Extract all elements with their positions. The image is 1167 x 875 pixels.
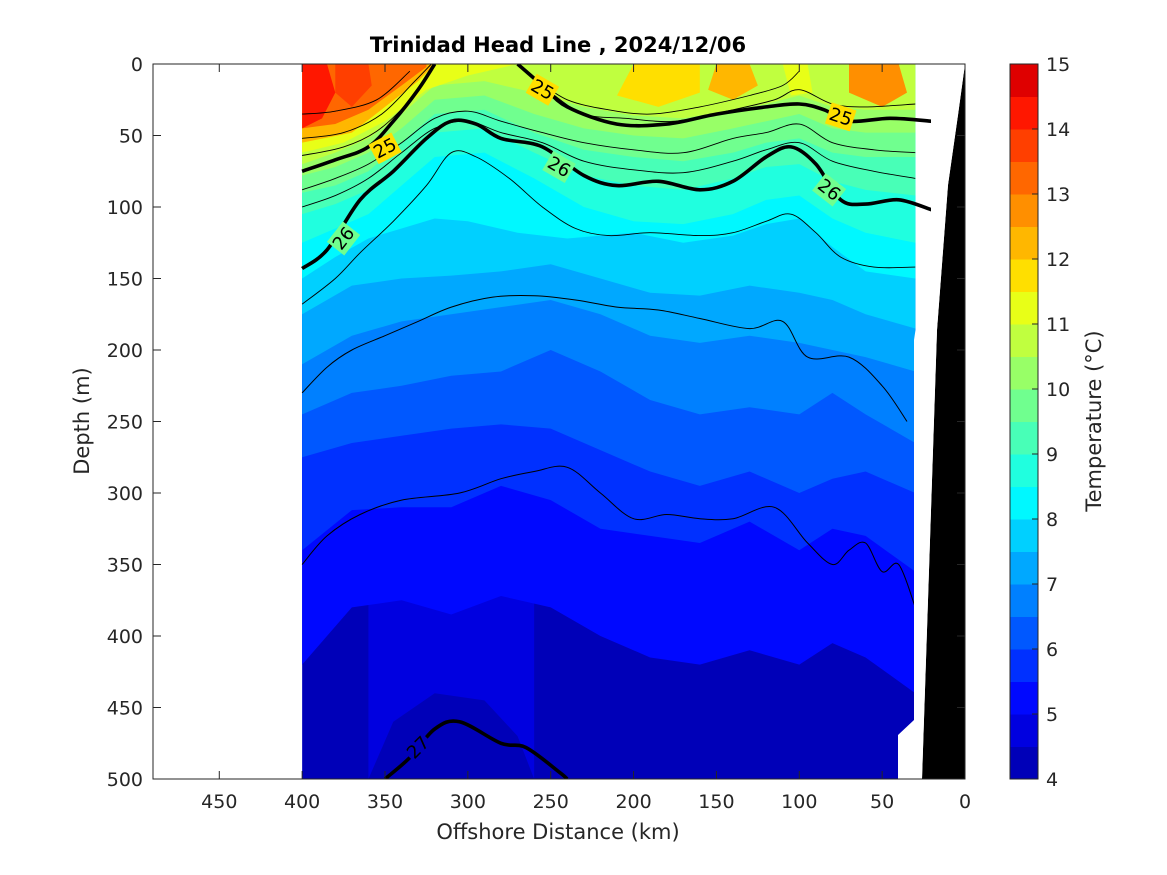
colorbar-swatch [1010, 324, 1038, 357]
colorbar-tick-label: 15 [1046, 54, 1070, 76]
x-tick-label: 200 [615, 791, 651, 813]
y-tick-label: 400 [107, 626, 143, 648]
colorbar-tick-label: 12 [1046, 249, 1070, 271]
contour-label-bg [525, 73, 560, 106]
field-patch-1 [335, 64, 372, 107]
y-tick-label: 0 [131, 54, 143, 76]
colorbar-swatch [1010, 649, 1038, 682]
colorbar-swatch [1010, 454, 1038, 487]
field-patch-5 [782, 64, 813, 96]
colorbar-tick-label: 7 [1046, 574, 1058, 596]
x-tick-label: 300 [450, 791, 486, 813]
colorbar-swatch [1010, 356, 1038, 390]
thin-contour-0 [302, 70, 411, 115]
contour-label-bg [368, 132, 402, 165]
colorbar-swatch [1010, 486, 1038, 520]
field-patch-0 [302, 64, 336, 129]
colorbar-swatch [1010, 129, 1038, 162]
colorbar: 4 5 6 7 8 9 10 11 12 13 14 15 [1009, 54, 1070, 791]
thin-contour-4 [301, 120, 916, 208]
colorbar-swatch [1010, 681, 1038, 715]
field-patch-3 [617, 64, 700, 107]
colorbar-swatch [1010, 64, 1038, 97]
colorbar-swatch [1010, 194, 1038, 227]
colorbar-swatch [1010, 96, 1038, 130]
y-tick-label: 50 [119, 126, 143, 148]
x-tick-label: 250 [533, 791, 569, 813]
colorbar-swatch [1010, 584, 1038, 617]
y-tick-label: 350 [107, 555, 143, 577]
y-tick-label: 200 [107, 340, 143, 362]
x-tick-label: 0 [959, 791, 971, 813]
colorbar-swatch [1010, 259, 1038, 292]
colorbar-tick-label: 11 [1046, 314, 1070, 336]
colorbar-tick-label: 14 [1046, 119, 1070, 141]
colorbar-tick-label: 8 [1046, 509, 1058, 531]
colorbar-tick-label: 6 [1046, 639, 1058, 661]
no-data-nearshore [898, 64, 965, 779]
x-tick-label: 100 [781, 791, 817, 813]
chart-title: Trinidad Head Line , 2024/12/06 [370, 33, 746, 57]
colorbar-swatch [1010, 519, 1038, 552]
y-axis-label: Depth (m) [70, 367, 94, 474]
x-axis-label: Offshore Distance (km) [436, 820, 679, 844]
colorbar-frame [1009, 63, 1039, 780]
y-tick-label: 300 [107, 483, 143, 505]
colorbar-swatch [1010, 714, 1038, 747]
y-tick-label: 150 [107, 269, 143, 291]
field-patch-4 [849, 64, 907, 107]
thin-contour-7 [550, 89, 916, 122]
colorbar-tick-label: 10 [1046, 379, 1070, 401]
field-band-13 [302, 64, 427, 129]
field-band-10-5 [302, 64, 916, 165]
colorbar-swatch [1010, 226, 1038, 260]
bathymetry [898, 64, 965, 779]
thin-contour-1 [302, 64, 432, 139]
colorbar-swatch [1010, 551, 1038, 585]
colorbar-tick-label: 13 [1046, 184, 1070, 206]
field-patch-2 [708, 64, 758, 100]
colorbar-swatch [1010, 746, 1038, 780]
x-tick-label: 450 [201, 791, 237, 813]
y-tick-label: 250 [107, 412, 143, 434]
y-tick-label: 100 [107, 197, 143, 219]
contour-label-bg [401, 730, 436, 765]
colorbar-swatch [1010, 161, 1038, 195]
contour-label-bg [824, 102, 857, 132]
colorbar-swatch [1010, 616, 1038, 650]
x-tick-label: 400 [284, 791, 320, 813]
contour-label-bg [542, 150, 576, 183]
contour-label-2: 25 [824, 102, 857, 132]
y-axis-ticks: 0 50 100 150 200 250 300 350 400 450 500 [107, 54, 965, 791]
y-tick-label: 450 [107, 698, 143, 720]
colorbar-tick-label: 9 [1046, 444, 1058, 466]
colorbar-tick-label: 5 [1046, 704, 1058, 726]
contour-label-bg [812, 173, 847, 207]
x-axis-ticks: 450 400 350 300 250 200 150 100 50 0 [201, 64, 971, 813]
colorbar-swatch [1010, 291, 1038, 325]
x-tick-label: 150 [698, 791, 734, 813]
x-tick-label: 50 [870, 791, 894, 813]
thin-contour-5 [301, 150, 916, 305]
x-tick-label: 350 [367, 791, 403, 813]
seafloor-shape [922, 64, 965, 779]
sigma-contour-26-8-5 [301, 465, 916, 608]
contour-label-bg [326, 221, 361, 256]
thin-contour-6 [533, 70, 800, 115]
y-tick-label: 500 [107, 769, 143, 791]
colorbar-swatch [1010, 421, 1038, 455]
colorbar-label: Temperature (°C) [1082, 330, 1106, 512]
colorbar-swatch [1010, 389, 1038, 422]
sigma-contour-26-5-4 [301, 294, 908, 422]
sigma-contour-25-0 [301, 64, 437, 173]
colorbar-tick-label: 4 [1046, 769, 1058, 791]
